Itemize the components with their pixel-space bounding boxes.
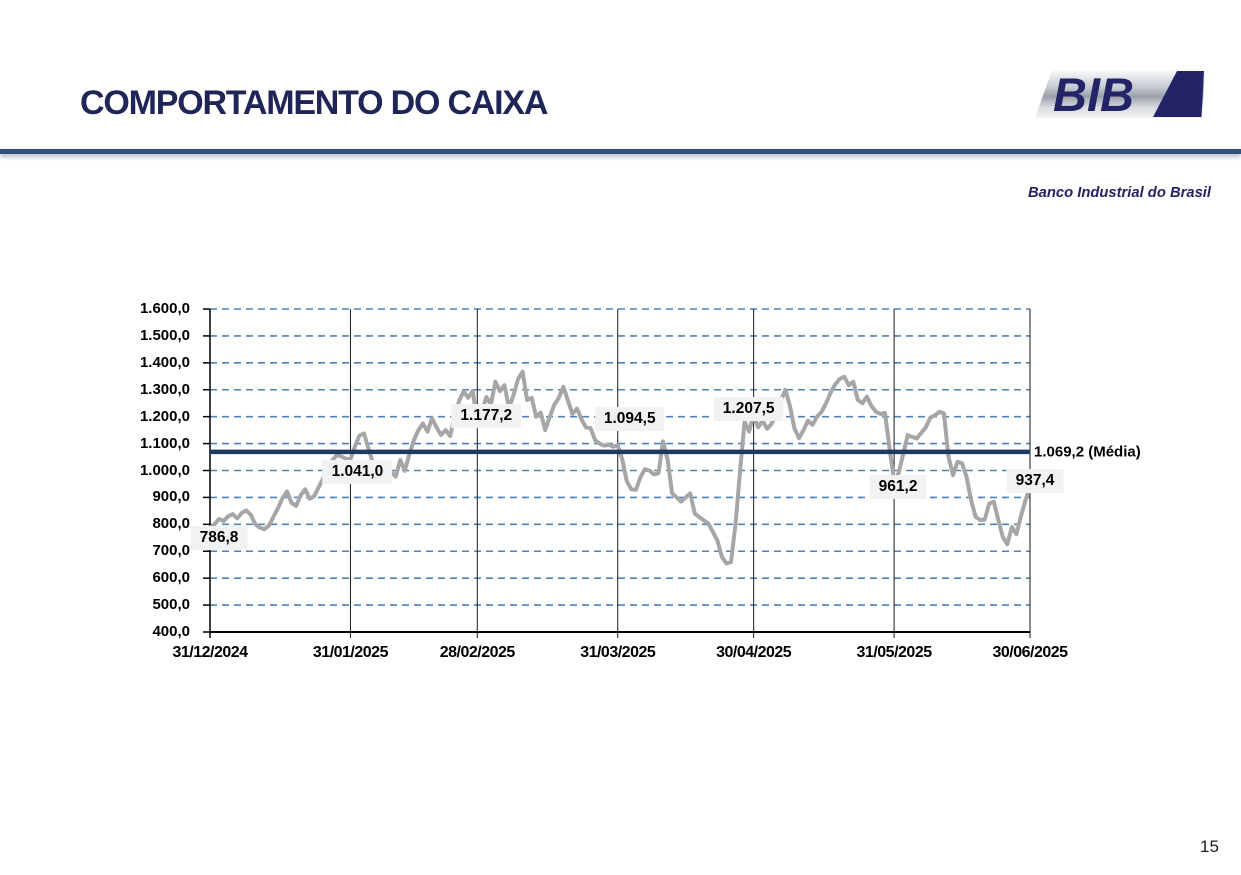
mean-line-label: 1.069,2 (Média) bbox=[1034, 443, 1141, 461]
y-axis-label: 800,0 bbox=[152, 515, 190, 533]
y-axis-label: 1.100,0 bbox=[139, 434, 190, 452]
y-axis-label: 1.300,0 bbox=[139, 380, 190, 398]
y-axis-label: 600,0 bbox=[152, 569, 190, 587]
x-axis-label: 31/12/2024 bbox=[172, 644, 248, 661]
header-divider bbox=[0, 149, 1241, 154]
data-label: 786,8 bbox=[190, 525, 248, 550]
x-axis-label: 28/02/2025 bbox=[439, 644, 516, 661]
y-axis-label: 500,0 bbox=[152, 596, 190, 614]
y-axis-label: 1.400,0 bbox=[139, 353, 190, 371]
y-axis-label: 700,0 bbox=[152, 542, 190, 560]
page-title: COMPORTAMENTO DO CAIXA bbox=[80, 84, 548, 122]
y-axis-label: 900,0 bbox=[152, 488, 190, 506]
y-axis-label: 1.600,0 bbox=[139, 300, 190, 317]
y-axis-label: 400,0 bbox=[152, 623, 190, 640]
bib-logo: BIB Banco Industrial do Brasil bbox=[1025, 60, 1217, 208]
logo-bank-name: Banco Industrial do Brasil bbox=[1028, 184, 1212, 201]
data-label: 1.094,5 bbox=[594, 407, 665, 432]
bib-logo-graphic: BIB Banco Industrial do Brasil bbox=[1028, 68, 1212, 201]
logo-acronym: BIB bbox=[1053, 68, 1134, 121]
y-axis-label: 1.000,0 bbox=[139, 461, 190, 479]
y-axis-label: 1.500,0 bbox=[139, 326, 190, 344]
y-axis-label: 1.200,0 bbox=[139, 407, 190, 425]
x-axis-label: 31/05/2025 bbox=[856, 644, 933, 661]
data-label: 1.041,0 bbox=[322, 460, 393, 485]
x-axis-label: 31/01/2025 bbox=[312, 644, 389, 661]
x-axis-label: 30/04/2025 bbox=[716, 644, 792, 661]
data-label: 1.177,2 bbox=[451, 403, 522, 428]
x-axis-label: 31/03/2025 bbox=[580, 644, 656, 661]
data-label: 1.207,5 bbox=[713, 396, 784, 421]
data-label: 937,4 bbox=[1006, 469, 1064, 494]
logo-navy-flag bbox=[1153, 71, 1204, 117]
x-axis-label: 30/06/2025 bbox=[992, 644, 1068, 661]
page-number: 15 bbox=[1200, 837, 1219, 856]
data-label: 961,2 bbox=[869, 474, 927, 499]
